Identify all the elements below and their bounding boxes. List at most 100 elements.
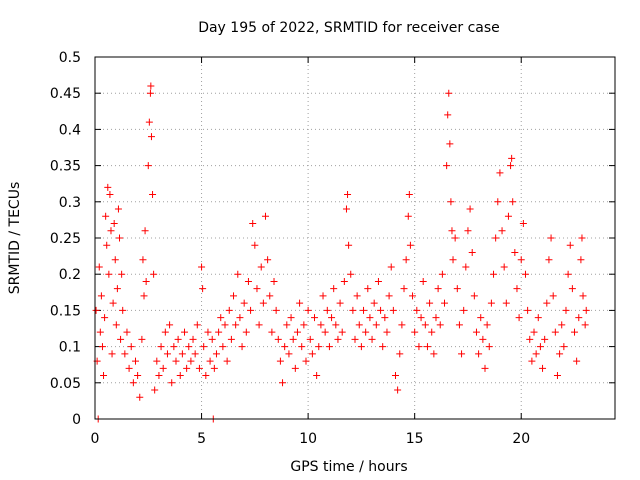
data-point — [293, 328, 301, 336]
data-point — [311, 314, 319, 322]
data-point — [434, 285, 442, 293]
data-point — [125, 364, 133, 372]
data-point — [355, 321, 363, 329]
data-point — [223, 357, 231, 365]
data-point — [577, 256, 585, 264]
data-point — [166, 321, 174, 329]
data-point — [498, 227, 506, 235]
data-point — [127, 343, 135, 351]
data-point — [573, 357, 581, 365]
data-point — [328, 314, 336, 322]
data-point — [274, 335, 282, 343]
data-point — [139, 256, 147, 264]
data-point — [571, 328, 579, 336]
data-point — [379, 343, 387, 351]
data-point — [249, 220, 257, 228]
y-tick-label: 0.3 — [59, 195, 81, 211]
data-point — [381, 314, 389, 322]
data-point — [121, 350, 129, 358]
data-point — [423, 343, 431, 351]
data-point — [504, 212, 512, 220]
data-point — [340, 277, 348, 285]
x-tick-label: 10 — [299, 431, 317, 447]
data-point — [118, 270, 126, 278]
data-point — [306, 335, 314, 343]
data-point — [579, 292, 587, 300]
data-point — [95, 263, 103, 271]
data-point — [524, 306, 532, 314]
data-point — [445, 89, 453, 97]
data-point — [163, 350, 171, 358]
data-point — [138, 335, 146, 343]
data-point — [100, 372, 108, 380]
data-point — [149, 191, 157, 199]
data-point — [161, 328, 169, 336]
data-point — [332, 321, 340, 329]
data-point — [199, 285, 207, 293]
data-point — [551, 328, 559, 336]
data-point — [360, 306, 368, 314]
data-point — [366, 314, 374, 322]
data-point — [221, 321, 229, 329]
data-point — [481, 364, 489, 372]
data-point — [446, 140, 454, 148]
data-point — [304, 306, 312, 314]
data-point — [511, 248, 519, 256]
data-point — [101, 314, 109, 322]
data-point — [383, 328, 391, 336]
data-point — [404, 212, 412, 220]
data-point — [449, 256, 457, 264]
data-point — [402, 256, 410, 264]
data-point — [172, 357, 180, 365]
data-point — [242, 328, 250, 336]
data-point — [191, 350, 199, 358]
data-point — [208, 335, 216, 343]
data-point — [483, 321, 491, 329]
data-point — [432, 314, 440, 322]
y-tick-label: 0 — [72, 412, 81, 428]
data-point — [458, 350, 466, 358]
data-point — [462, 263, 470, 271]
data-point — [244, 277, 252, 285]
data-point — [396, 350, 404, 358]
data-point — [97, 292, 105, 300]
data-point — [411, 328, 419, 336]
data-point — [114, 205, 122, 213]
data-point — [496, 169, 504, 177]
data-point — [415, 343, 423, 351]
data-point — [441, 299, 449, 307]
y-tick-label: 0.05 — [50, 376, 81, 392]
data-point — [247, 306, 255, 314]
data-point — [283, 321, 291, 329]
data-point — [103, 241, 111, 249]
data-point — [374, 277, 382, 285]
data-point — [147, 133, 155, 141]
data-point — [347, 270, 355, 278]
data-point — [251, 241, 259, 249]
data-point — [232, 321, 240, 329]
data-point — [145, 118, 153, 126]
data-point — [556, 350, 564, 358]
data-point — [448, 227, 456, 235]
data-point — [406, 241, 414, 249]
data-point — [517, 256, 525, 264]
data-point — [477, 314, 485, 322]
data-point — [377, 306, 385, 314]
data-point — [174, 335, 182, 343]
data-point — [543, 299, 551, 307]
data-point — [509, 198, 517, 206]
x-tick-label: 20 — [512, 431, 530, 447]
y-tick-labels: 0 0.05 0.1 0.15 0.2 0.25 0.3 0.35 0.4 0.45 0.5 — [50, 50, 81, 428]
data-point — [131, 357, 139, 365]
data-point — [536, 343, 544, 351]
data-point — [110, 220, 118, 228]
data-point — [298, 343, 306, 351]
data-point — [181, 328, 189, 336]
data-point — [490, 270, 498, 278]
data-point — [564, 270, 572, 278]
grid-lines — [95, 57, 615, 419]
data-point — [257, 263, 265, 271]
data-point — [240, 299, 248, 307]
y-tick-label: 0.5 — [59, 50, 81, 66]
